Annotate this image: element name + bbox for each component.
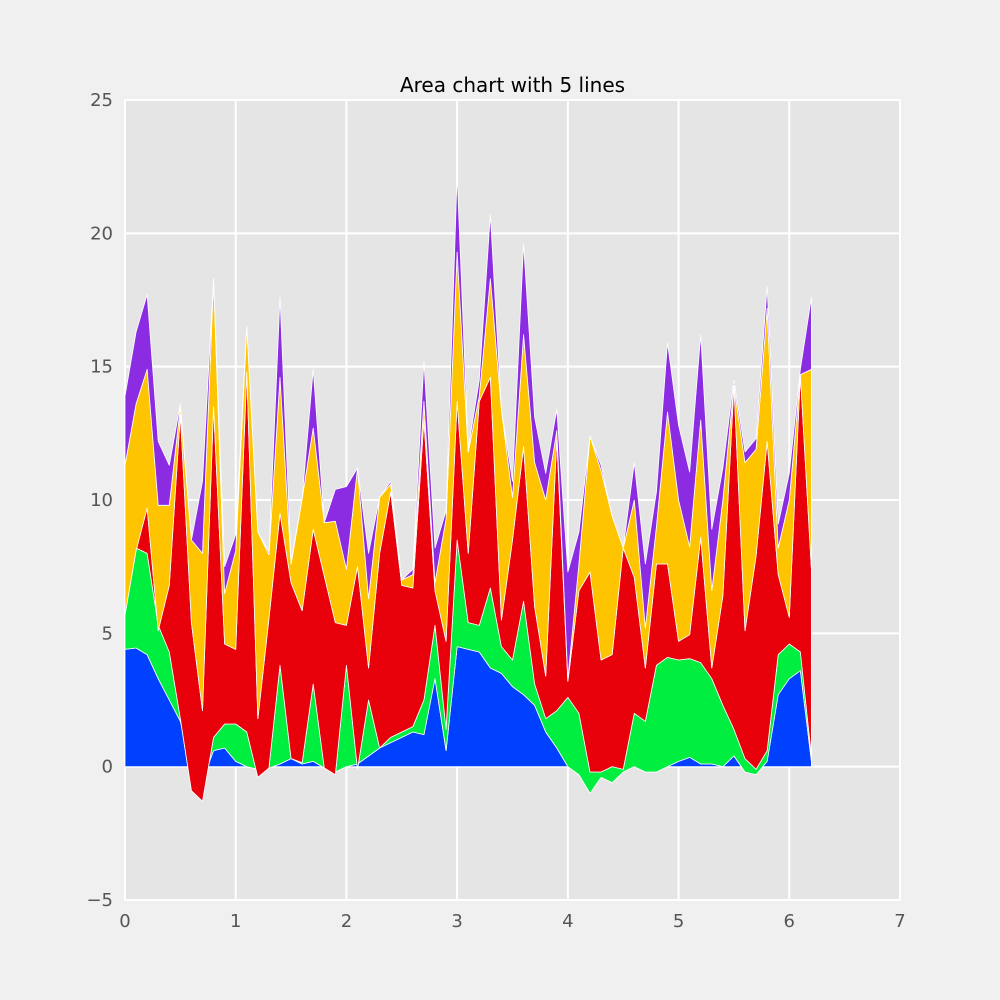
y-tick-label: 10 <box>90 490 113 511</box>
y-tick-label: 0 <box>102 757 113 778</box>
y-tick-label: 15 <box>90 357 113 378</box>
x-tick-label: 4 <box>562 911 573 932</box>
x-tick-label: 7 <box>894 911 905 932</box>
y-tick-label: 5 <box>102 623 113 644</box>
x-tick-label: 6 <box>784 911 795 932</box>
x-tick-label: 3 <box>451 911 462 932</box>
series-area-5 <box>124 174 812 680</box>
x-tick-label: 5 <box>673 911 684 932</box>
y-tick-label: −5 <box>86 890 113 911</box>
x-tick-label: 1 <box>230 911 241 932</box>
chart-title: Area chart with 5 lines <box>400 73 625 97</box>
y-tick-label: 20 <box>90 223 113 244</box>
series-areas <box>124 174 812 802</box>
y-tick-label: 25 <box>90 90 113 111</box>
x-tick-label: 2 <box>341 911 352 932</box>
x-tick-label: 0 <box>119 911 130 932</box>
axis-ticks: 0 1 2 3 4 5 6 7 −5 0 5 10 15 20 25 <box>86 90 905 932</box>
